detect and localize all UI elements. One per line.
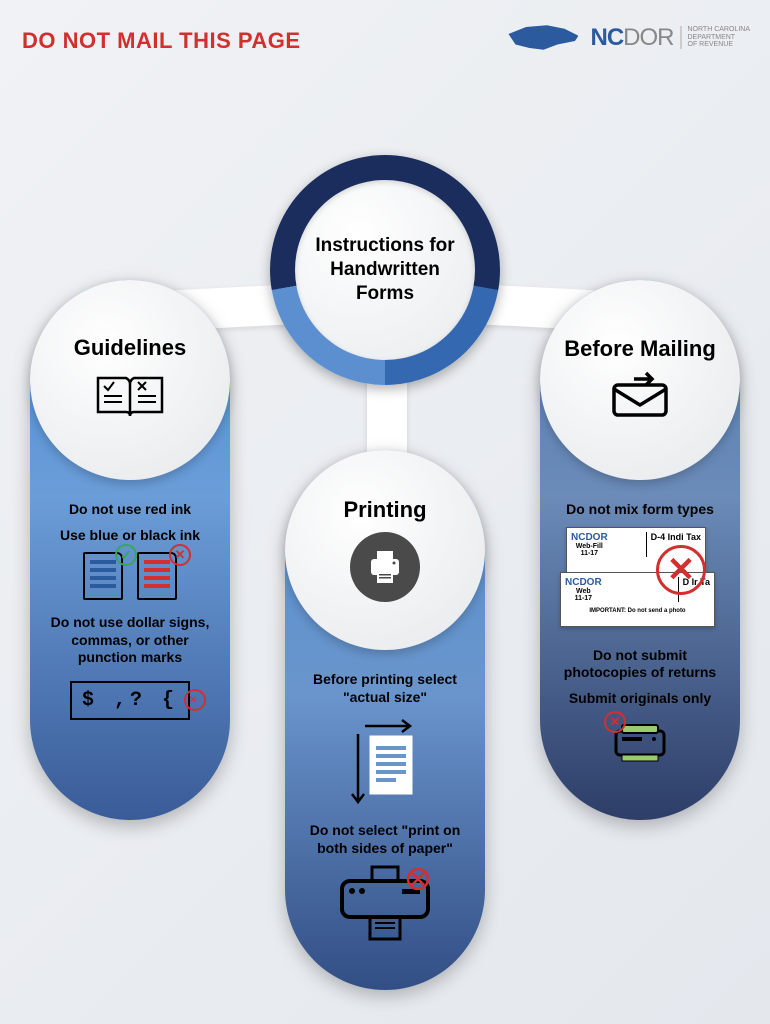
guidelines-body: Do not use red ink Use blue or black ink… <box>30 485 230 728</box>
mailing-panel: Before Mailing Do not mix form types NCD… <box>540 280 740 820</box>
mailing-body: Do not mix form types NCDOR Web-Fill 11-… <box>540 485 740 778</box>
mailing-line3: Submit originals only <box>556 690 724 708</box>
printing-line1: Before printing select "actual size" <box>301 671 469 706</box>
logo-tagline-2: DEPARTMENT <box>688 34 751 42</box>
mailing-title: Before Mailing <box>564 337 716 361</box>
x-icon: ✕ <box>169 544 191 566</box>
printer-icon <box>365 547 405 587</box>
form-stack-graphic: NCDOR Web-Fill 11-17 D-4 Indi Tax NCDOR … <box>560 527 720 637</box>
guidelines-line3: Do not use dollar signs, commas, or othe… <box>46 614 214 667</box>
printer-icon-bg <box>350 532 420 602</box>
do-not-mail-warning: DO NOT MAIL THIS PAGE <box>22 28 301 54</box>
form1-type: Web-Fill <box>571 543 608 550</box>
mail-icon <box>608 371 672 419</box>
form2-type: Web <box>565 588 602 595</box>
nc-state-shape-icon <box>508 20 578 55</box>
x-icon: ✕ <box>184 689 206 711</box>
ncdor-logo: NCDOR NORTH CAROLINA DEPARTMENT OF REVEN… <box>508 20 750 55</box>
duplex-printer-icon <box>330 865 440 945</box>
center-hub: Instructions for Handwritten Forms <box>270 155 500 385</box>
printing-title: Printing <box>343 498 426 522</box>
printing-body: Before printing select "actual size" Do … <box>285 655 485 957</box>
punctuation-example: $ ,? { ✕ <box>70 681 190 720</box>
copier-graphic: ✕ <box>612 719 668 767</box>
form1-date: 11-17 <box>571 550 608 557</box>
logo-dor: DOR <box>623 24 673 51</box>
logo-tagline-1: NORTH CAROLINA <box>688 26 751 34</box>
red-ink-example: ✕ <box>137 552 177 600</box>
logo-tagline-3: OF REVENUE <box>688 41 751 49</box>
mailing-line1: Do not mix form types <box>556 501 724 519</box>
guidelines-line2: Use blue or black ink <box>46 527 214 545</box>
printing-panel: Printing Before printing select "actual … <box>285 450 485 990</box>
x-icon: ✕ <box>656 545 706 595</box>
guidelines-panel: Guidelines Do not use red ink Use blue o… <box>30 280 230 820</box>
center-title: Instructions for Handwritten Forms <box>295 234 475 305</box>
form1-brand: NCDOR <box>571 532 608 543</box>
printing-line2: Do not select "print on both sides of pa… <box>301 822 469 857</box>
printing-header-circle: Printing <box>285 450 485 650</box>
form2-brand: NCDOR <box>565 577 602 588</box>
ncdor-wordmark: NCDOR NORTH CAROLINA DEPARTMENT OF REVEN… <box>590 24 750 52</box>
guidelines-line1: Do not use red ink <box>46 501 214 519</box>
x-icon: ✕ <box>604 711 626 733</box>
center-inner: Instructions for Handwritten Forms <box>295 180 475 360</box>
book-icon <box>94 370 166 420</box>
mailing-header-circle: Before Mailing <box>540 280 740 480</box>
blue-ink-example: ✓ <box>83 552 123 600</box>
form2-note: IMPORTANT: Do not send a photo <box>565 608 710 614</box>
mailing-line2: Do not submit photocopies of returns <box>556 647 724 682</box>
form2-date: 11-17 <box>565 595 602 602</box>
punct-chars: $ ,? { <box>82 689 178 712</box>
ink-examples: ✓ ✕ <box>46 552 214 600</box>
logo-nc: NC <box>590 24 623 51</box>
actual-size-icon <box>340 714 430 814</box>
guidelines-title: Guidelines <box>74 336 186 360</box>
check-icon: ✓ <box>115 544 137 566</box>
guidelines-header-circle: Guidelines <box>30 280 230 480</box>
